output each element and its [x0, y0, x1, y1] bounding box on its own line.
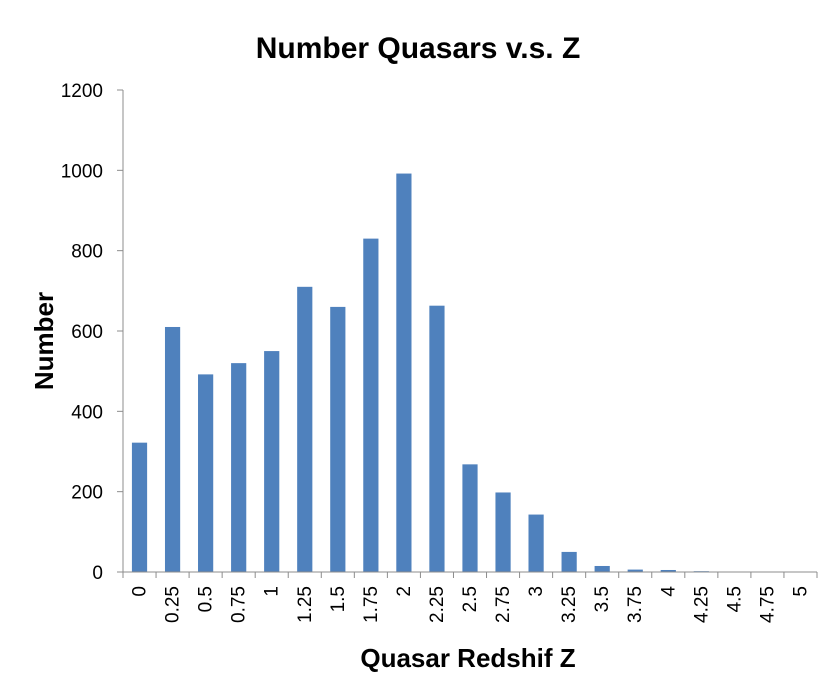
- bar: [462, 464, 478, 572]
- x-ticks-group: 0 0.25 0.5 0.75 1 1.25 1.5 1.75 2 2.25 2.5 2.75 3 3.2…: [122, 572, 818, 623]
- x-tick-label: 0.25: [163, 586, 184, 623]
- x-tick-label: 5: [790, 586, 811, 597]
- chart-title: Number Quasars v.s. Z: [256, 32, 581, 65]
- x-tick-label: 1.5: [328, 586, 349, 612]
- bar: [561, 551, 577, 572]
- x-tick-label: 4.25: [691, 586, 712, 623]
- bar: [660, 569, 676, 572]
- x-tick-label: 0.5: [196, 586, 217, 612]
- bar: [627, 569, 643, 572]
- y-tick-label: 200: [71, 483, 103, 504]
- x-tick-label: 0: [130, 586, 151, 597]
- bar: [528, 514, 544, 572]
- x-tick-label: 2.25: [427, 586, 448, 623]
- y-ticks-group: 0 200 400 600 800 1000 1200: [61, 81, 123, 584]
- bar: [594, 565, 610, 572]
- x-tick-label: 3.75: [625, 586, 646, 623]
- x-tick-label: 1.25: [295, 586, 316, 623]
- x-tick-label: 2.5: [460, 586, 481, 612]
- bar: [297, 286, 313, 572]
- x-tick-label: 0.75: [229, 586, 250, 623]
- bar: [330, 306, 346, 572]
- y-tick-label: 400: [71, 402, 103, 423]
- bar: [198, 374, 214, 572]
- bar: [231, 363, 247, 572]
- bar: [495, 492, 511, 572]
- bar: [429, 305, 445, 572]
- x-tick-label: 2: [394, 586, 415, 597]
- x-tick-label: 3.25: [559, 586, 580, 623]
- x-tick-label: 3.5: [592, 586, 613, 612]
- x-tick-label: 4.5: [724, 586, 745, 612]
- x-tick-label: 1.75: [361, 586, 382, 623]
- y-tick-label: 1200: [61, 81, 103, 102]
- x-tick-label: 4: [658, 586, 679, 597]
- y-tick-label: 0: [92, 563, 103, 584]
- y-tick-label: 600: [71, 322, 103, 343]
- x-tick-label: 2.75: [493, 586, 514, 623]
- bar: [396, 173, 412, 573]
- bar: [131, 442, 148, 572]
- x-tick-label: 4.75: [757, 586, 778, 623]
- bars-group: [131, 173, 709, 573]
- x-tick-label: 3: [526, 586, 547, 597]
- y-tick-label: 800: [71, 242, 103, 263]
- y-axis-label: Number: [29, 292, 59, 390]
- x-tick-label: 1: [262, 586, 283, 597]
- bar: [164, 326, 181, 572]
- y-tick-label: 1000: [61, 161, 103, 182]
- bar: [363, 238, 379, 572]
- bar: [264, 351, 280, 572]
- x-axis-label: Quasar Redshif Z: [360, 643, 575, 673]
